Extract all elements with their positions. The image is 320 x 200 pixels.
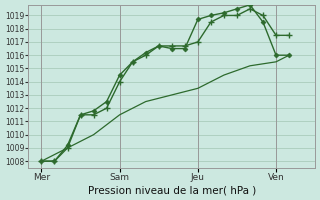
X-axis label: Pression niveau de la mer( hPa ): Pression niveau de la mer( hPa ) bbox=[88, 185, 256, 195]
